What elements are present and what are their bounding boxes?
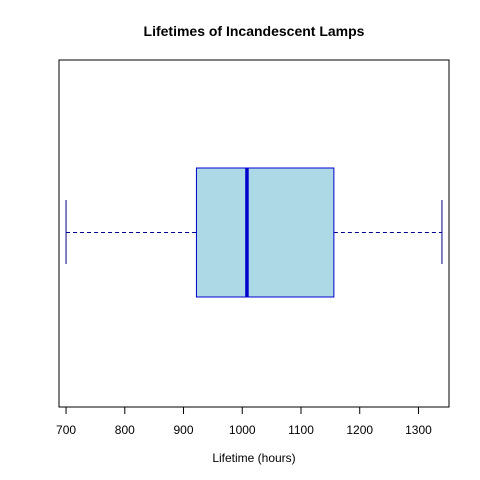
x-tick-label: 700 (56, 423, 76, 437)
interquartile-box (195, 167, 335, 298)
x-tick-label: 1100 (288, 423, 314, 437)
x-tick-label: 1300 (405, 423, 432, 437)
x-tick-label: 800 (115, 423, 135, 437)
chart-title: Lifetimes of Incandescent Lamps (144, 23, 365, 39)
box-layer (195, 167, 335, 298)
x-tick-label: 1000 (229, 423, 256, 437)
whiskers (65, 200, 443, 264)
x-axis-label: Lifetime (hours) (212, 451, 295, 465)
x-tick-label: 1200 (346, 423, 373, 437)
x-axis: 700 800 900 1000 1100 1200 1300 (56, 406, 432, 437)
x-tick-label: 900 (174, 423, 194, 437)
